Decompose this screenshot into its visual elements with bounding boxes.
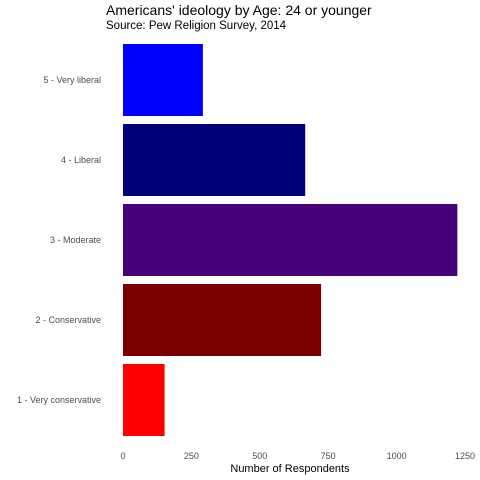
y-tick-label-2-conservative: 2 - Conservative xyxy=(35,315,101,325)
y-tick-label-3-moderate: 3 - Moderate xyxy=(50,235,101,245)
y-tick-label-4-liberal: 4 - Liberal xyxy=(61,155,101,165)
bar-1-very-conservative xyxy=(123,364,165,436)
chart-title: Americans' ideology by Age: 24 or younge… xyxy=(106,2,372,18)
x-axis-title: Number of Respondents xyxy=(230,463,350,475)
x-tick-label-1000: 1000 xyxy=(387,451,407,461)
chart-subtitle: Source: Pew Religion Survey, 2014 xyxy=(106,20,287,32)
x-tick-label-1250: 1250 xyxy=(455,451,475,461)
y-tick-label-5-very-liberal: 5 - Very liberal xyxy=(43,75,101,85)
bar-2-conservative xyxy=(123,284,322,356)
x-tick-label-0: 0 xyxy=(120,451,125,461)
x-tick-label-500: 500 xyxy=(252,451,267,461)
y-axis-labels: 1 - Very conservative 2 - Conservative 3 -… xyxy=(17,75,101,405)
x-axis-labels: 0 250 500 750 1000 1250 xyxy=(120,451,475,461)
y-tick-label-1-very-conservative: 1 - Very conservative xyxy=(17,395,101,405)
bar-5-very-liberal xyxy=(123,44,203,116)
bar-4-liberal xyxy=(123,124,306,196)
bars-group xyxy=(123,44,458,436)
x-tick-label-250: 250 xyxy=(184,451,199,461)
x-tick-label-750: 750 xyxy=(321,451,336,461)
bar-3-moderate xyxy=(123,204,458,276)
